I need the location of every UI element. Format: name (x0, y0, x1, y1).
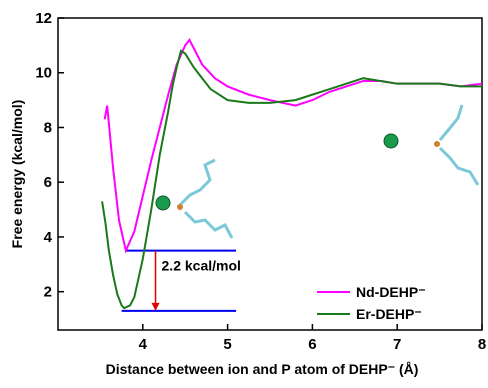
ion-sphere (156, 196, 170, 210)
x-tick-label: 4 (139, 336, 148, 353)
ion-sphere (384, 134, 398, 148)
y-tick-label: 8 (44, 119, 52, 136)
chart: Distance between ion and P atom of DEHP⁻… (0, 0, 488, 383)
arrow-head (152, 303, 160, 311)
chain (185, 212, 232, 238)
x-tick-label: 6 (308, 336, 316, 353)
molecule-right (384, 105, 478, 185)
x-axis-label: Distance between ion and P atom of DEHP⁻… (106, 361, 419, 377)
annotation-text: 2.2 kcal/mol (162, 258, 241, 274)
x-tick-label: 8 (478, 336, 486, 353)
y-tick-label: 10 (35, 65, 52, 82)
y-axis-label: Free energy (kcal/mol) (9, 100, 25, 249)
phosphorus (434, 141, 440, 147)
y-tick-label: 12 (35, 10, 52, 27)
chain (440, 148, 478, 185)
molecule-left (156, 160, 232, 238)
y-tick-label: 4 (44, 229, 53, 246)
x-tick-label: 5 (223, 336, 231, 353)
y-tick-label: 6 (44, 174, 52, 191)
chain (440, 105, 462, 140)
phosphorus (177, 204, 183, 210)
x-tick-label: 7 (393, 336, 401, 353)
legend-label: Nd-DEHP⁻ (356, 284, 426, 300)
y-tick-label: 2 (44, 284, 52, 301)
chain (180, 160, 215, 205)
legend-label: Er-DEHP⁻ (356, 306, 422, 322)
series-line (102, 51, 482, 308)
